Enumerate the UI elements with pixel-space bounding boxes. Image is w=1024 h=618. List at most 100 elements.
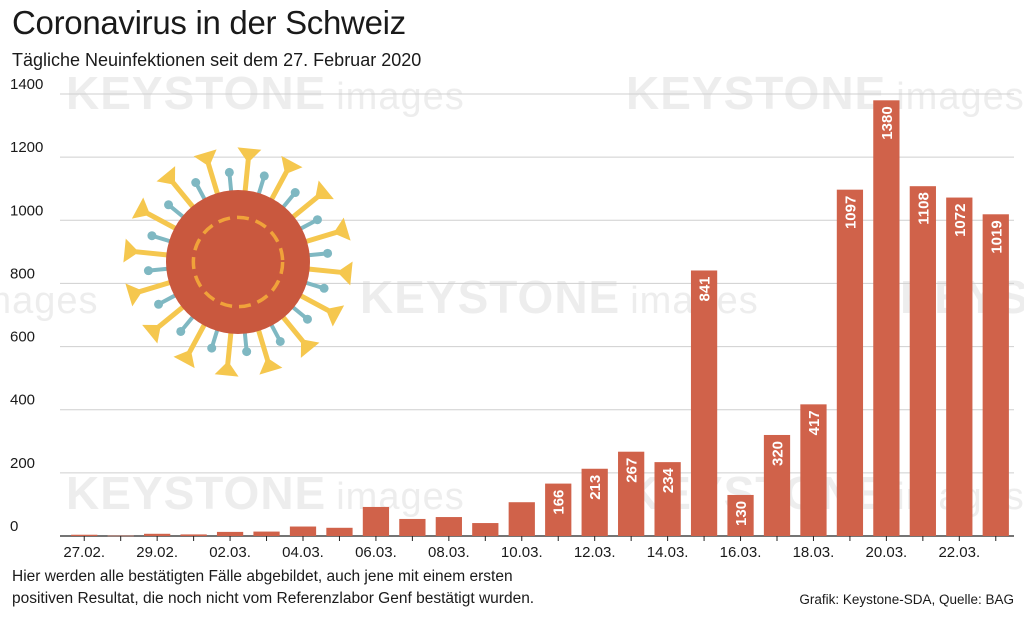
footnote-line-1: Hier werden alle bestätigten Fälle abgeb… <box>12 568 513 585</box>
x-tick-label: 22.03. <box>938 544 980 561</box>
bar-data-label: 417 <box>806 410 823 435</box>
virus-spike <box>206 161 221 200</box>
x-tick-label: 10.03. <box>501 544 543 561</box>
virus-receptor-tip <box>323 248 333 258</box>
virus-spike <box>278 312 306 344</box>
bar-data-label: 841 <box>697 276 714 301</box>
watermark-middle-left: images <box>0 280 99 322</box>
bar <box>909 186 936 536</box>
y-tick-label: 1200 <box>10 139 43 156</box>
virus-receptor-tip <box>154 299 164 309</box>
virus-spike-head <box>173 350 195 369</box>
x-tick-label: 18.03. <box>793 544 835 561</box>
bar <box>873 100 900 537</box>
virus-receptor-tip <box>147 231 157 241</box>
x-axis-ticks: 27.02. 29.02. 02.03. 04.03. 06.03. 08.03. 10.0… <box>63 536 997 561</box>
bar <box>362 506 390 536</box>
virus-spike <box>295 291 331 313</box>
virus-spike <box>225 327 234 366</box>
bar-data-label: 267 <box>624 458 641 483</box>
bar-data-label: 130 <box>733 501 750 526</box>
bar <box>763 434 791 536</box>
virus-spike <box>187 319 209 355</box>
virus-receptor-tip <box>275 336 285 346</box>
bar-data-label: 1019 <box>988 220 1005 253</box>
y-tick-label: 1400 <box>10 76 43 93</box>
virus-receptor-tip <box>224 167 234 177</box>
virus-receptor-tip <box>143 266 153 276</box>
bar <box>180 534 207 536</box>
virus-spike-head <box>131 197 150 219</box>
bar <box>399 518 426 536</box>
virus-receptor-tip <box>302 314 312 324</box>
footnote-line-2: positiven Resultat, die noch nicht vom R… <box>12 590 535 607</box>
virus-receptor-tip <box>259 171 269 181</box>
bar-data-label: 1108 <box>915 192 932 225</box>
bar <box>289 526 317 536</box>
virus-spike <box>242 158 251 197</box>
y-tick-label: 200 <box>10 455 35 472</box>
virus-spike-head <box>335 217 351 241</box>
bar <box>216 531 244 536</box>
bar-data-label: 213 <box>587 475 604 500</box>
coronavirus-icon <box>123 147 353 377</box>
x-tick-label: 04.03. <box>282 544 324 561</box>
virus-spike <box>288 194 320 222</box>
x-tick-label: 27.02. <box>63 544 105 561</box>
bar <box>435 517 462 536</box>
virus-receptor-tip <box>191 178 201 188</box>
x-tick-label: 08.03. <box>428 544 470 561</box>
bar-data-label: 1072 <box>952 204 969 237</box>
bar <box>253 531 280 536</box>
bar <box>71 534 98 536</box>
x-tick-label: 06.03. <box>355 544 397 561</box>
virus-receptor-tip <box>319 283 329 293</box>
bar-data-label: 234 <box>660 467 677 493</box>
virus-spike <box>137 279 176 294</box>
x-tick-label: 02.03. <box>209 544 251 561</box>
virus-receptor-tip <box>312 215 322 225</box>
virus-spike <box>303 266 342 275</box>
bar-data-label: 320 <box>770 441 787 466</box>
bar <box>982 214 1009 536</box>
watermark-top-right: KEYSTONE images <box>626 67 1024 119</box>
bar-data-labels: 166 213 267 234 841 130 320 417 1097 1380 1108 1072… <box>551 106 1006 526</box>
bar-data-label: 1097 <box>842 196 859 229</box>
virus-spike <box>156 302 188 330</box>
virus-spike-head <box>214 363 239 377</box>
virus-spike-head <box>125 283 141 307</box>
watermark-bottom-left: KEYSTONE images <box>66 467 465 519</box>
x-tick-label: 29.02. <box>136 544 178 561</box>
virus-spike <box>267 169 289 205</box>
virus-spike <box>170 180 198 212</box>
bar-data-label: 166 <box>551 490 568 515</box>
x-tick-label: 12.03. <box>574 544 616 561</box>
bars <box>71 100 1009 537</box>
bar <box>800 404 827 536</box>
bar <box>581 468 608 536</box>
virus-spike-head <box>142 324 161 344</box>
y-tick-label: 600 <box>10 329 35 346</box>
bar <box>946 197 973 536</box>
virus-receptor-tip <box>164 200 174 210</box>
bar <box>545 483 572 536</box>
bar <box>107 535 134 537</box>
source-credit: Grafik: Keystone-SDA, Quelle: BAG <box>799 592 1014 607</box>
y-tick-label: 1000 <box>10 202 43 219</box>
footnote: Hier werden alle bestätigten Fälle abgeb… <box>12 566 652 610</box>
bar <box>836 189 864 536</box>
bar <box>326 527 353 536</box>
bar <box>508 502 535 536</box>
virus-spike <box>255 324 270 363</box>
chart-subtitle: Tägliche Neuinfektionen seit dem 27. Feb… <box>12 50 422 70</box>
bar <box>144 533 171 536</box>
virus-spike <box>145 211 181 233</box>
virus-spike-head <box>123 238 137 263</box>
chart-title: Coronavirus in der Schweiz <box>12 4 406 41</box>
virus-spike-head <box>300 339 320 358</box>
virus-receptor-tip <box>242 347 252 357</box>
virus-spike-head <box>259 359 283 375</box>
x-tick-label: 20.03. <box>866 544 908 561</box>
virus-receptor-tip <box>290 188 300 198</box>
